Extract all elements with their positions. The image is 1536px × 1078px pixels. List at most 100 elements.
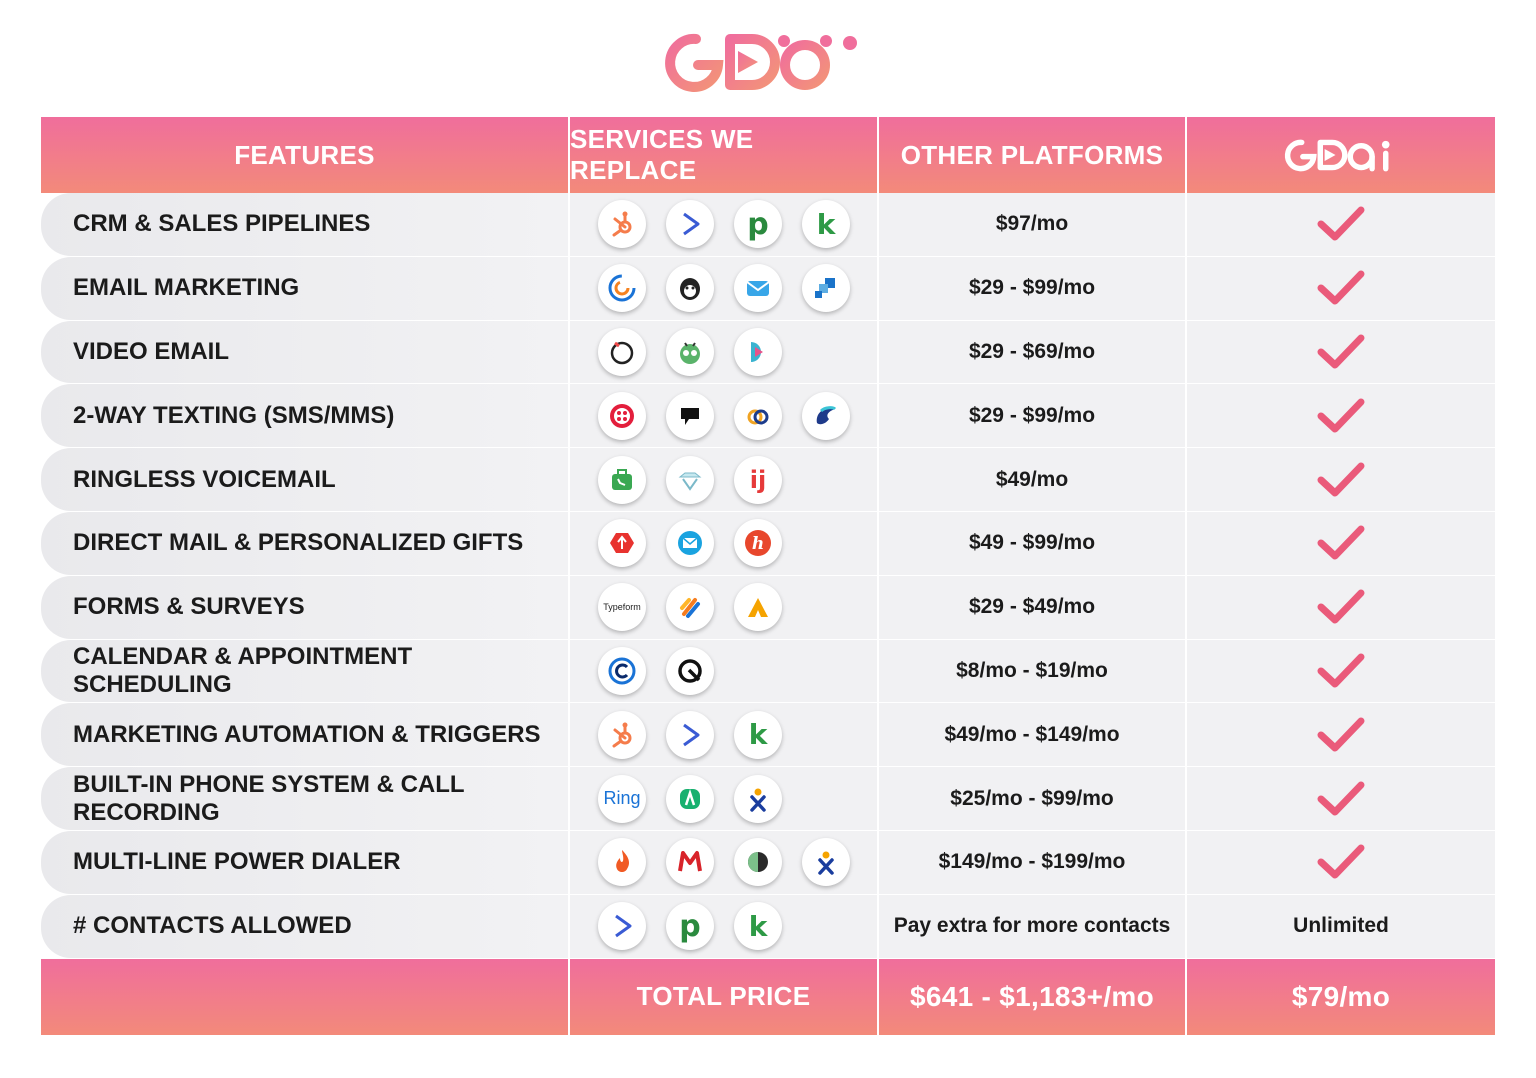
aircall-icon (666, 774, 714, 823)
service-icons: Ring (570, 767, 879, 830)
table-row: VIDEO EMAIL $29 - $69/mo (41, 320, 1495, 385)
table-row: DIRECT MAIL & PERSONALIZED GIFTS h $49 - $… (41, 511, 1495, 576)
sendoso-icon (598, 519, 646, 568)
svg-text:h: h (752, 534, 764, 554)
table-footer: TOTAL PRICE $641 - $1,183+/mo $79/mo (41, 958, 1495, 1035)
other-platform-price: $29 - $69/mo (879, 320, 1187, 384)
checkmark-icon (1187, 639, 1495, 703)
table-body: CRM & SALES PIPELINES p k $97/mo EMAIL MARKE… (41, 193, 1495, 959)
phoneburner-icon (734, 838, 782, 887)
header-goai-logo (1187, 117, 1495, 193)
header-other-platforms: OTHER PLATFORMS (879, 117, 1187, 193)
feature-label: VIDEO EMAIL (41, 320, 570, 384)
other-platform-price: $8/mo - $19/mo (879, 639, 1187, 703)
podium-icon (734, 391, 782, 440)
ringcentral-icon: Ring (598, 774, 646, 823)
feature-label: # CONTACTS ALLOWED (41, 894, 570, 958)
pipedrive-icon: p (734, 200, 782, 249)
service-icons: h (570, 511, 879, 575)
service-icons (570, 830, 879, 894)
calendly-icon (598, 646, 646, 695)
other-platform-price: Pay extra for more contacts (879, 894, 1187, 958)
comparison-table: FEATURES SERVICES WE REPLACE OTHER PLATF… (41, 117, 1495, 1035)
campaign-monitor-icon (734, 264, 782, 313)
other-platform-price: $97/mo (879, 193, 1187, 256)
service-icons (570, 320, 879, 384)
textline-icon (666, 391, 714, 440)
other-platform-price: $29 - $99/mo (879, 256, 1187, 320)
service-icons (570, 256, 879, 320)
checkmark-icon (1187, 703, 1495, 767)
feature-label: BUILT-IN PHONE SYSTEM & CALL RECORDING (41, 767, 570, 830)
voicedrop-icon: ij (734, 455, 782, 504)
service-icons (570, 639, 879, 703)
jotform-icon (666, 583, 714, 632)
checkmark-icon (1187, 448, 1495, 511)
feature-label: CRM & SALES PIPELINES (41, 193, 570, 256)
dubb-icon (734, 327, 782, 376)
surveymonkey-icon (734, 583, 782, 632)
checkmark-icon (1187, 767, 1495, 830)
keap-icon: k (734, 902, 782, 951)
other-platform-price: $29 - $49/mo (879, 575, 1187, 639)
checkmark-icon (1187, 575, 1495, 639)
checkmark-icon (1187, 830, 1495, 894)
header-features: FEATURES (41, 117, 570, 193)
pipedrive-icon: p (666, 902, 714, 951)
handwrytten-icon: h (734, 519, 782, 568)
feature-label: CALENDAR & APPOINTMENT SCHEDULING (41, 639, 570, 703)
other-platform-price: $49/mo - $149/mo (879, 703, 1187, 767)
feature-label: DIRECT MAIL & PERSONALIZED GIFTS (41, 511, 570, 575)
table-row: FORMS & SURVEYS Typeform $29 - $49/mo (41, 575, 1495, 640)
brand-logo (0, 20, 1536, 104)
checkmark-icon (1187, 256, 1495, 320)
footer-other-total: $641 - $1,183+/mo (879, 958, 1187, 1035)
constant-contact-icon (598, 264, 646, 313)
feature-label: FORMS & SURVEYS (41, 575, 570, 639)
table-row: BUILT-IN PHONE SYSTEM & CALL RECORDING Ri… (41, 767, 1495, 831)
table-row: CALENDAR & APPOINTMENT SCHEDULING $8/mo -… (41, 639, 1495, 704)
goai-logo-icon (1284, 139, 1390, 172)
voicemail-briefcase-icon (598, 455, 646, 504)
mailchimp-icon (666, 264, 714, 313)
simpletexting-icon (802, 391, 850, 440)
mojo-icon (666, 838, 714, 887)
hubspot-icon (598, 200, 646, 249)
table-row: CRM & SALES PIPELINES p k $97/mo (41, 193, 1495, 257)
table-row: 2-WAY TEXTING (SMS/MMS) $29 - $99/mo (41, 384, 1495, 449)
nextiva-icon (734, 774, 782, 823)
service-icons: k (570, 703, 879, 767)
other-platform-price: $25/mo - $99/mo (879, 767, 1187, 830)
activecampaign-icon (666, 200, 714, 249)
service-icons: Typeform (570, 575, 879, 639)
acuity-icon (666, 646, 714, 695)
feature-label: MARKETING AUTOMATION & TRIGGERS (41, 703, 570, 767)
other-platform-price: $49 - $99/mo (879, 511, 1187, 575)
postalytics-icon (666, 519, 714, 568)
table-row: EMAIL MARKETING $29 - $99/mo (41, 256, 1495, 321)
checkmark-icon (1187, 320, 1495, 384)
nextiva-icon (802, 838, 850, 887)
other-platform-price: $29 - $99/mo (879, 384, 1187, 448)
slybroadcast-icon (666, 455, 714, 504)
other-platform-price: $149/mo - $199/mo (879, 830, 1187, 894)
hubspot-icon (598, 710, 646, 759)
bombbomb-icon (666, 327, 714, 376)
checkmark-icon (1187, 511, 1495, 575)
service-icons: ij (570, 448, 879, 511)
other-platform-price: $49/mo (879, 448, 1187, 511)
service-icons (570, 384, 879, 448)
footer-empty (41, 958, 570, 1035)
activecampaign-icon (598, 902, 646, 951)
table-row: MULTI-LINE POWER DIALER $149/mo - $199/mo (41, 830, 1495, 895)
table-header: FEATURES SERVICES WE REPLACE OTHER PLATF… (41, 117, 1495, 193)
table-row: RINGLESS VOICEMAIL ij $49/mo (41, 448, 1495, 512)
feature-label: MULTI-LINE POWER DIALER (41, 830, 570, 894)
keap-icon: k (802, 200, 850, 249)
footer-goai-total: $79/mo (1291, 980, 1391, 1012)
typeform-icon: Typeform (598, 583, 646, 632)
table-row: # CONTACTS ALLOWED p k Pay extra for more c… (41, 894, 1495, 959)
header-services: SERVICES WE REPLACE (570, 117, 879, 193)
table-row: MARKETING AUTOMATION & TRIGGERS k $49/mo -… (41, 703, 1495, 768)
